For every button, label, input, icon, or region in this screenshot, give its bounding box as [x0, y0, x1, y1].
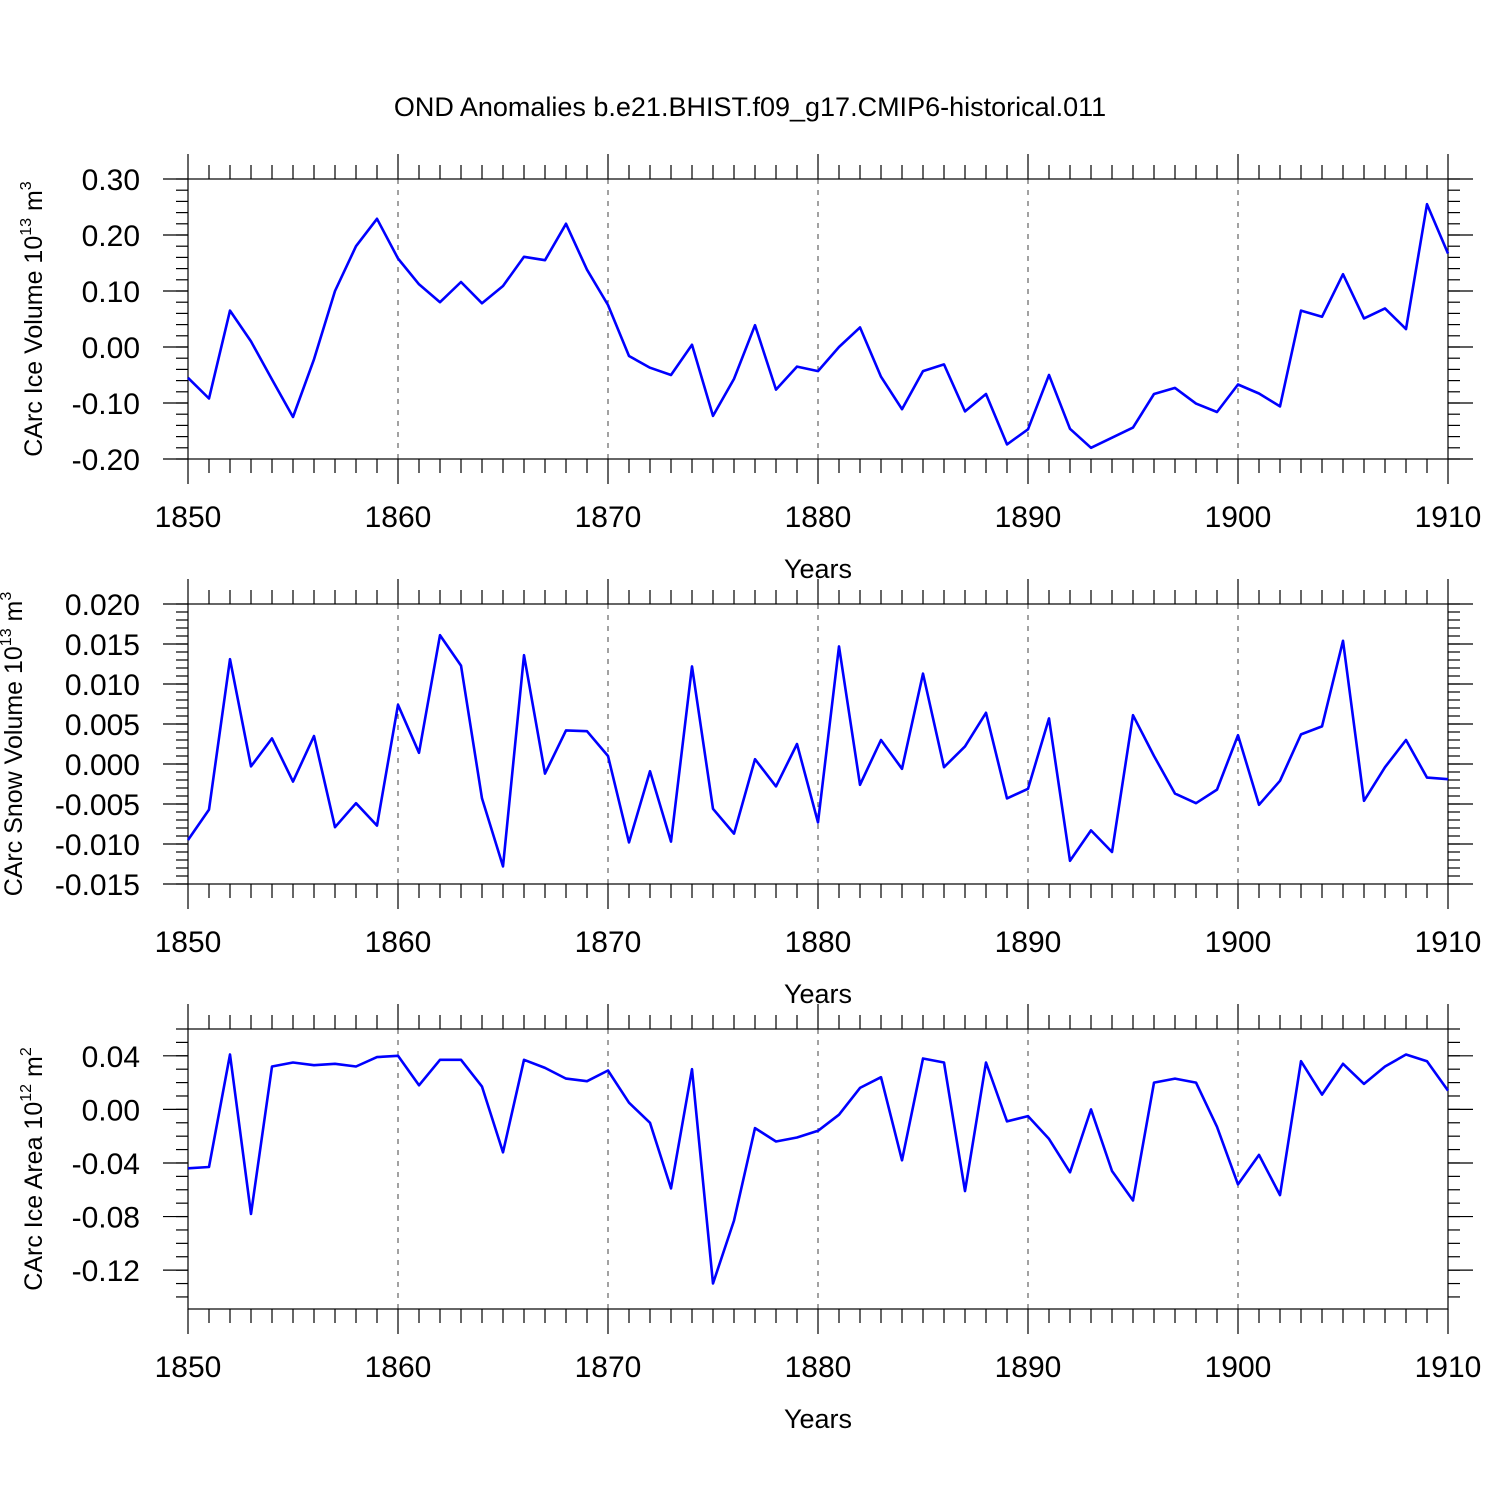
- x-axis-label: Years: [784, 1404, 852, 1434]
- y-tick-label: -0.005: [55, 789, 140, 822]
- x-tick-label: 1910: [1415, 1351, 1482, 1384]
- series-line: [187, 1053, 1450, 1285]
- x-tick-label: 1870: [575, 501, 642, 534]
- x-tick-label: 1860: [365, 926, 432, 959]
- y-axis-label: CArc Snow Volume 1013 m3: [0, 592, 28, 897]
- y-tick-label: -0.08: [72, 1202, 140, 1235]
- y-axis-label: CArc Ice Volume 1013 m3: [18, 181, 48, 457]
- series-line: [187, 202, 1450, 450]
- x-tick-label: 1890: [995, 501, 1062, 534]
- x-tick-label: 1890: [995, 1351, 1062, 1384]
- y-tick-label: 0.020: [65, 589, 140, 622]
- panel-3: 0.04 0.00 -0.04 -0.08 -0.12 1850 1860 1870 1880 1…: [18, 1004, 1481, 1434]
- chart-title: OND Anomalies b.e21.BHIST.f09_g17.CMIP6-…: [394, 92, 1106, 122]
- x-tick-label: 1870: [575, 926, 642, 959]
- y-tick-label: 0.00: [82, 332, 140, 365]
- y-tick-label: 0.10: [82, 276, 140, 309]
- y-tick-label: 0.30: [82, 164, 140, 197]
- x-tick-label: 1850: [155, 501, 222, 534]
- x-tick-label: 1900: [1205, 501, 1272, 534]
- panel-1: 0.30 0.20 0.10 0.00 -0.10 -0.20 1850 1860 1870 18…: [18, 154, 1481, 584]
- plot-frame: [187, 1028, 1449, 1310]
- y-tick-label: 0.005: [65, 709, 140, 742]
- x-tick-label: 1880: [785, 501, 852, 534]
- y-tick-label: -0.04: [72, 1148, 140, 1181]
- y-tick-label: -0.10: [72, 388, 140, 421]
- y-tick-label: -0.20: [72, 444, 140, 477]
- panel-2: 0.020 0.015 0.010 0.005 0.000 -0.005 -0.010 -0.…: [0, 579, 1481, 1009]
- y-tick-label: -0.015: [55, 869, 140, 902]
- x-tick-label: 1910: [1415, 501, 1482, 534]
- x-tick-label: 1860: [365, 501, 432, 534]
- x-tick-label: 1850: [155, 926, 222, 959]
- y-axis-label: CArc Ice Area 1012 m2: [18, 1047, 48, 1291]
- x-tick-label: 1900: [1205, 1351, 1272, 1384]
- y-tick-label: 0.04: [82, 1041, 140, 1074]
- panels: 0.30 0.20 0.10 0.00 -0.10 -0.20 1850 1860 1870 18…: [0, 154, 1481, 1434]
- series-line: [186, 633, 1449, 868]
- y-tick-label: 0.000: [65, 749, 140, 782]
- x-tick-label: 1910: [1415, 926, 1482, 959]
- x-tick-label: 1890: [995, 926, 1062, 959]
- x-tick-label: 1880: [785, 926, 852, 959]
- x-tick-label: 1860: [365, 1351, 432, 1384]
- x-tick-label: 1870: [575, 1351, 642, 1384]
- y-tick-label: 0.00: [82, 1094, 140, 1127]
- y-tick-label: 0.015: [65, 629, 140, 662]
- plot-frame: [187, 603, 1449, 885]
- x-tick-label: 1900: [1205, 926, 1272, 959]
- y-tick-label: 0.20: [82, 220, 140, 253]
- y-tick-label: -0.010: [55, 829, 140, 862]
- x-tick-label: 1850: [155, 1351, 222, 1384]
- y-tick-label: -0.12: [72, 1255, 140, 1288]
- x-tick-label: 1880: [785, 1351, 852, 1384]
- y-tick-label: 0.010: [65, 669, 140, 702]
